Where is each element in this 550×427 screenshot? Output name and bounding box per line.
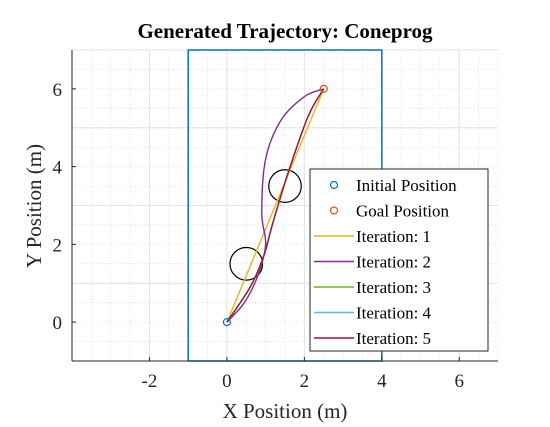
x-tick-label: -2 xyxy=(142,371,158,392)
tick-layer: -2 0 2 4 6 0 2 4 6 xyxy=(53,50,498,392)
series-line-iteration-5 xyxy=(226,88,325,323)
legend-label: Iteration: 3 xyxy=(356,278,431,297)
y-tick-label: 2 xyxy=(53,235,63,256)
legend-label: Goal Position xyxy=(356,202,450,221)
legend-marker xyxy=(329,180,339,190)
y-tick-label: 4 xyxy=(53,158,63,179)
series-line-iteration-2 xyxy=(226,88,324,323)
x-tick-label: 6 xyxy=(455,371,465,392)
x-tick-label: 4 xyxy=(377,371,387,392)
initial-position-marker xyxy=(222,318,232,327)
x-tick-label: 2 xyxy=(300,371,310,392)
marker-layer xyxy=(222,84,328,327)
x-tick-label: 0 xyxy=(222,371,232,392)
chart-title: Generated Trajectory: Coneprog xyxy=(137,19,433,43)
y-axis-label: Y Position (m) xyxy=(22,144,46,268)
obstacle-circle xyxy=(268,169,302,203)
legend-box xyxy=(309,168,489,352)
legend: Initial Position Goal Position Iteration: … xyxy=(309,168,489,352)
obstacle-circle xyxy=(229,246,264,281)
legend-label: Iteration: 1 xyxy=(356,227,431,246)
goal-position-marker xyxy=(319,84,328,93)
series-layer xyxy=(226,88,325,323)
legend-marker xyxy=(329,206,339,215)
obstacle-layer xyxy=(229,169,302,281)
legend-label: Initial Position xyxy=(356,176,457,195)
y-tick-label: 6 xyxy=(53,80,63,101)
legend-label: Iteration: 4 xyxy=(356,304,432,323)
x-axis-label: X Position (m) xyxy=(223,399,348,423)
y-tick-label: 0 xyxy=(53,313,63,334)
legend-label: Iteration: 5 xyxy=(356,329,431,348)
legend-label: Iteration: 2 xyxy=(356,253,431,272)
series-line-iteration-1 xyxy=(226,88,325,323)
